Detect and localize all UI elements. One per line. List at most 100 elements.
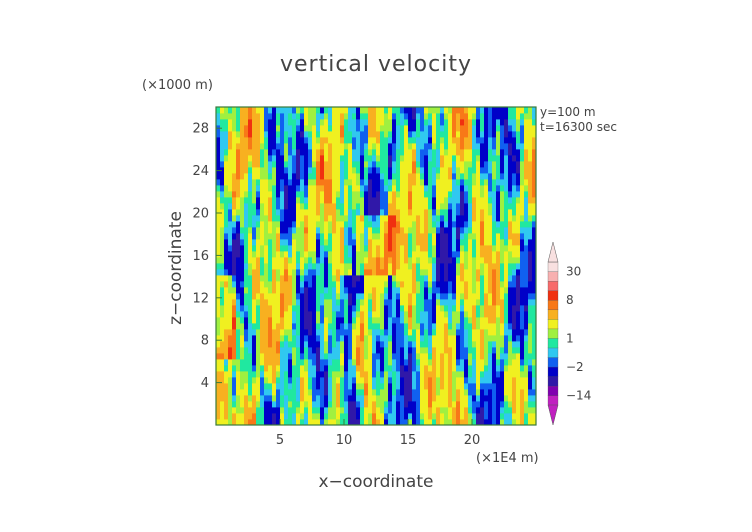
colorbar-level bbox=[547, 338, 559, 349]
heatmap-cell bbox=[500, 377, 505, 384]
heatmap-cell bbox=[512, 185, 517, 192]
heatmap-cell bbox=[276, 383, 281, 390]
heatmap-cell bbox=[352, 407, 357, 414]
heatmap-cell bbox=[272, 137, 277, 144]
heatmap-cell bbox=[520, 281, 525, 288]
heatmap-cell bbox=[372, 143, 377, 150]
heatmap-cell bbox=[436, 113, 441, 120]
heatmap-cell bbox=[304, 155, 309, 162]
heatmap-cell bbox=[244, 251, 249, 258]
heatmap-cell bbox=[392, 263, 397, 270]
heatmap-cell bbox=[460, 107, 465, 114]
heatmap-cell bbox=[512, 329, 517, 336]
heatmap-cell bbox=[488, 227, 493, 234]
heatmap-cell bbox=[232, 371, 237, 378]
heatmap-cell bbox=[420, 209, 425, 216]
heatmap-cell bbox=[436, 233, 441, 240]
heatmap-cell bbox=[264, 323, 269, 330]
heatmap-cell bbox=[404, 383, 409, 390]
heatmap-cell bbox=[428, 137, 433, 144]
heatmap-cell bbox=[464, 161, 469, 168]
heatmap-cell bbox=[516, 287, 521, 294]
heatmap-cell bbox=[300, 377, 305, 384]
heatmap-cell bbox=[532, 353, 537, 360]
heatmap-cell bbox=[416, 173, 421, 180]
heatmap-cell bbox=[416, 233, 421, 240]
heatmap-cell bbox=[220, 227, 225, 234]
heatmap-cell bbox=[404, 221, 409, 228]
heatmap-cell bbox=[224, 275, 229, 282]
heatmap-cell bbox=[316, 197, 321, 204]
heatmap-cell bbox=[296, 239, 301, 246]
heatmap-cell bbox=[384, 197, 389, 204]
heatmap-cell bbox=[320, 383, 325, 390]
heatmap-cell bbox=[292, 233, 297, 240]
heatmap-cell bbox=[412, 221, 417, 228]
heatmap-cell bbox=[268, 281, 273, 288]
heatmap-cell bbox=[524, 179, 529, 186]
heatmap-cell bbox=[348, 185, 353, 192]
heatmap-cell bbox=[248, 149, 253, 156]
heatmap-cell bbox=[484, 209, 489, 216]
heatmap-cell bbox=[376, 179, 381, 186]
heatmap-cell bbox=[304, 419, 309, 426]
heatmap-cell bbox=[528, 389, 533, 396]
heatmap-cell bbox=[316, 305, 321, 312]
heatmap-cell bbox=[452, 245, 457, 252]
heatmap-cell bbox=[224, 323, 229, 330]
heatmap-cell bbox=[372, 203, 377, 210]
heatmap-cell bbox=[532, 107, 537, 114]
heatmap-cell bbox=[260, 413, 265, 420]
heatmap-cell bbox=[400, 269, 405, 276]
heatmap-cell bbox=[264, 197, 269, 204]
heatmap-cell bbox=[372, 173, 377, 180]
heatmap-cell bbox=[348, 113, 353, 120]
heatmap-cell bbox=[376, 401, 381, 408]
heatmap-cell bbox=[424, 197, 429, 204]
heatmap-cell bbox=[268, 161, 273, 168]
heatmap-cell bbox=[324, 383, 329, 390]
heatmap-cell bbox=[248, 143, 253, 150]
heatmap-cell bbox=[380, 311, 385, 318]
heatmap-cell bbox=[420, 359, 425, 366]
heatmap-cell bbox=[392, 227, 397, 234]
heatmap-cell bbox=[348, 173, 353, 180]
heatmap-cell bbox=[380, 161, 385, 168]
heatmap-cell bbox=[364, 419, 369, 426]
heatmap-cell bbox=[224, 347, 229, 354]
heatmap-cell bbox=[428, 395, 433, 402]
heatmap-cell bbox=[480, 359, 485, 366]
heatmap-cell bbox=[504, 149, 509, 156]
heatmap-cell bbox=[512, 215, 517, 222]
heatmap-cell bbox=[344, 203, 349, 210]
heatmap-cell bbox=[320, 239, 325, 246]
heatmap-cell bbox=[496, 293, 501, 300]
heatmap-cell bbox=[268, 287, 273, 294]
heatmap-cell bbox=[332, 215, 337, 222]
heatmap-cell bbox=[432, 359, 437, 366]
heatmap-cell bbox=[524, 119, 529, 126]
heatmap-cell bbox=[520, 251, 525, 258]
heatmap-cell bbox=[436, 215, 441, 222]
heatmap-cell bbox=[260, 143, 265, 150]
heatmap-cell bbox=[384, 311, 389, 318]
heatmap-cell bbox=[396, 239, 401, 246]
heatmap-cell bbox=[516, 215, 521, 222]
heatmap-cell bbox=[452, 329, 457, 336]
heatmap-cell bbox=[456, 125, 461, 132]
heatmap-cell bbox=[284, 359, 289, 366]
heatmap-cell bbox=[260, 209, 265, 216]
colorbar-level bbox=[547, 319, 559, 330]
heatmap-cell bbox=[368, 377, 373, 384]
heatmap-cell bbox=[484, 371, 489, 378]
heatmap-cell bbox=[444, 341, 449, 348]
heatmap-cell bbox=[520, 395, 525, 402]
heatmap-cell bbox=[516, 371, 521, 378]
heatmap-cell bbox=[372, 365, 377, 372]
heatmap-cell bbox=[364, 377, 369, 384]
heatmap-cell bbox=[492, 143, 497, 150]
heatmap-cell bbox=[472, 419, 477, 426]
heatmap-cell bbox=[372, 251, 377, 258]
heatmap-cell bbox=[508, 395, 513, 402]
heatmap-cell bbox=[332, 335, 337, 342]
